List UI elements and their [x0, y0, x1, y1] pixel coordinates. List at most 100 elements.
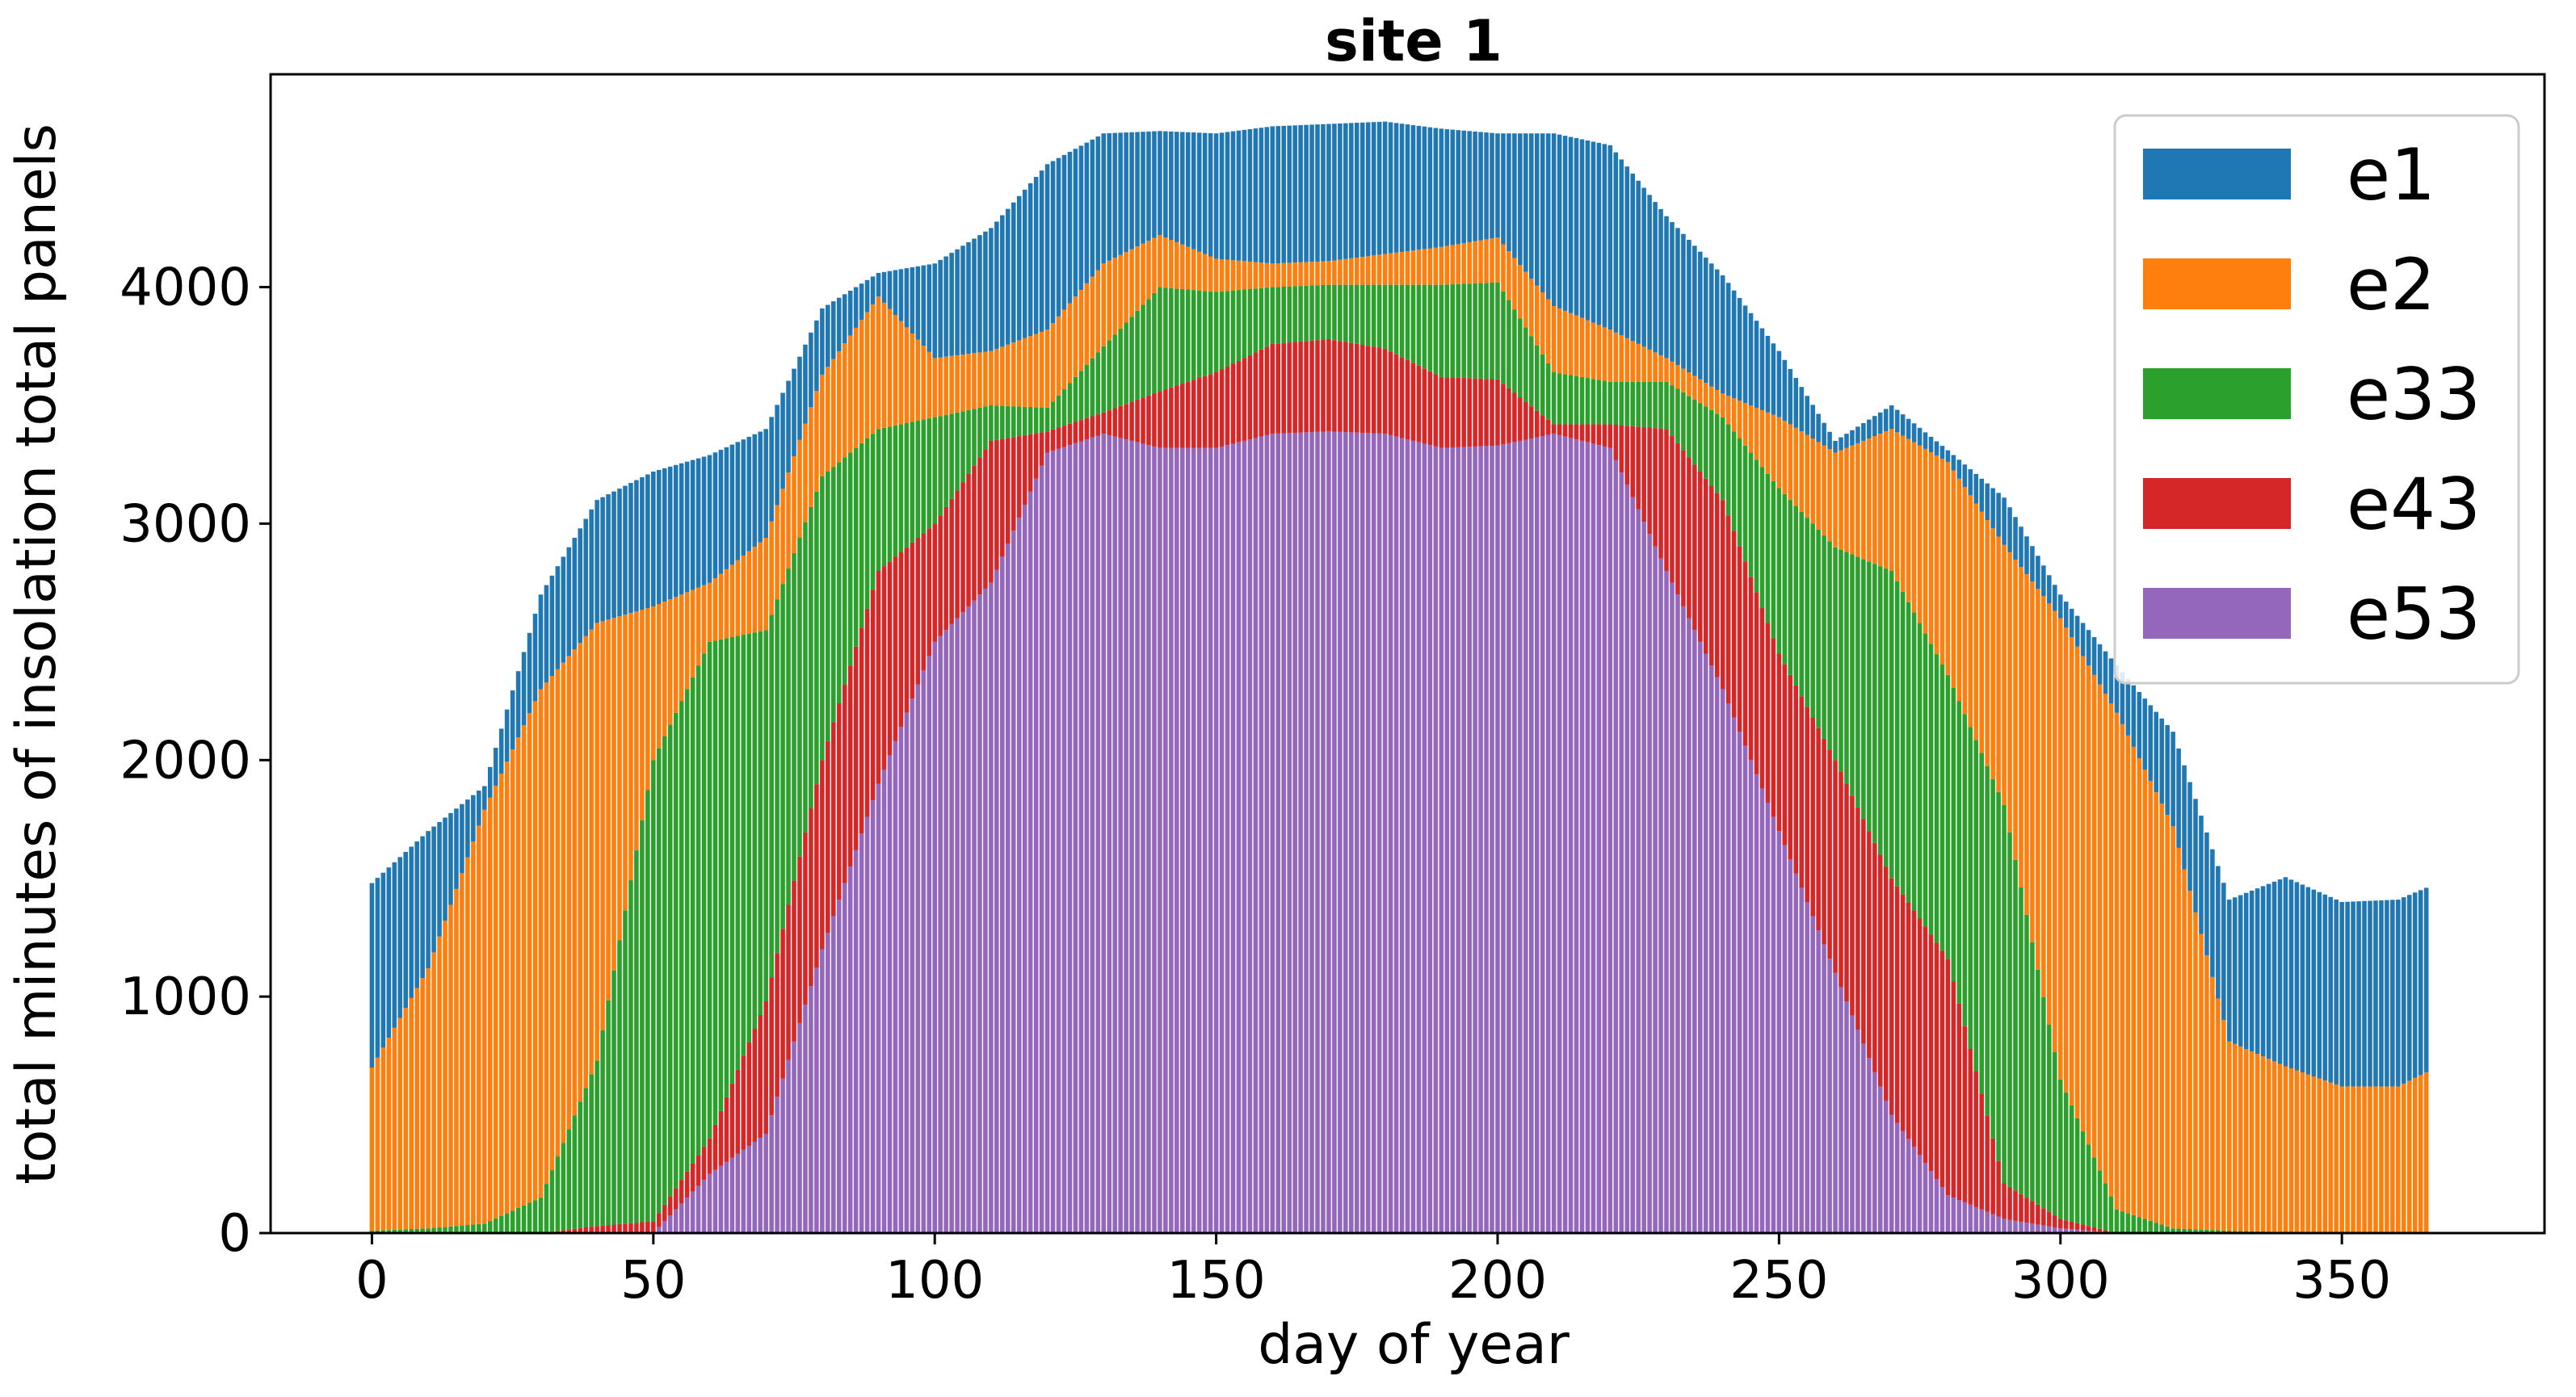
day-bar-group [369, 883, 375, 1233]
bar-e2 [994, 349, 999, 406]
bar-e33 [1376, 284, 1382, 348]
day-bar-group [1393, 123, 1399, 1233]
bar-e33 [1292, 286, 1297, 342]
bar-e33 [724, 638, 729, 1097]
bar-e1 [814, 320, 819, 392]
bar-e2 [2385, 1086, 2389, 1233]
bar-e43 [1512, 392, 1517, 443]
day-bar-group [904, 268, 910, 1233]
bar-e1 [2125, 678, 2131, 736]
day-bar-group [2193, 799, 2198, 1233]
bar-e1 [2013, 517, 2018, 560]
bar-e33 [1562, 374, 1568, 425]
day-bar-group [1867, 419, 1872, 1233]
bar-e43 [2080, 1224, 2086, 1231]
bar-e1 [1309, 124, 1314, 262]
bar-e33 [1456, 283, 1460, 378]
bar-e2 [1439, 246, 1444, 285]
bar-e43 [1687, 457, 1691, 619]
bar-e2 [1737, 401, 1742, 438]
day-bar-group [2232, 897, 2238, 1233]
bar-e2 [1867, 438, 1872, 562]
bar-e33 [1185, 289, 1191, 382]
bar-e33 [538, 1198, 544, 1233]
y-tick-label: 2000 [120, 731, 251, 791]
bar-e33 [2176, 1228, 2181, 1233]
bar-e2 [2277, 1063, 2283, 1232]
x-tick-label: 250 [1729, 1251, 1828, 1311]
bar-e53 [1056, 448, 1061, 1233]
bar-e1 [600, 497, 605, 622]
bar-e43 [1427, 371, 1433, 446]
bar-e43 [2002, 1183, 2007, 1219]
bar-e1 [477, 791, 481, 826]
bar-e33 [1439, 284, 1444, 377]
bar-e1 [1495, 133, 1500, 238]
bar-e2 [729, 564, 735, 637]
bar-e1 [1737, 298, 1742, 401]
bar-e1 [1213, 133, 1219, 259]
bar-e2 [1382, 254, 1388, 285]
bar-e1 [2120, 672, 2125, 724]
bar-e53 [1698, 641, 1703, 1233]
day-bar-group [2013, 517, 2018, 1233]
bar-e43 [2036, 1204, 2040, 1225]
bar-e1 [1782, 359, 1788, 422]
bar-e2 [414, 988, 419, 1229]
bar-e43 [1338, 341, 1343, 432]
day-bar-group [1422, 126, 1427, 1233]
bar-e43 [2047, 1211, 2052, 1227]
bar-e1 [498, 728, 504, 774]
bar-e1 [1073, 149, 1078, 297]
bar-e33 [786, 568, 791, 905]
day-bar-group [1405, 124, 1410, 1233]
bar-e43 [589, 1227, 594, 1233]
bar-e53 [1495, 445, 1500, 1233]
bar-e1 [1033, 177, 1039, 334]
bar-e43 [695, 1155, 701, 1186]
bar-e53 [1253, 438, 1259, 1233]
bar-e1 [949, 253, 954, 356]
bar-e2 [1900, 435, 1906, 592]
bar-e2 [943, 356, 948, 415]
bar-e2 [386, 1038, 392, 1231]
day-bar-group [1259, 128, 1264, 1233]
bar-e33 [915, 421, 921, 538]
bar-e2 [859, 320, 864, 443]
bar-e53 [780, 1078, 785, 1233]
bar-e33 [572, 1115, 578, 1229]
bar-e2 [2057, 618, 2063, 1080]
bar-e53 [1135, 442, 1140, 1233]
bar-e1 [972, 238, 977, 354]
bar-e53 [1129, 440, 1134, 1233]
bar-e2 [1185, 246, 1191, 290]
bar-e53 [1399, 438, 1405, 1233]
bar-e33 [1512, 309, 1517, 393]
bar-e43 [628, 1223, 633, 1233]
bar-e2 [1259, 262, 1264, 288]
bar-e2 [695, 587, 701, 666]
bar-e2 [820, 374, 825, 476]
bar-e2 [1630, 341, 1635, 382]
bar-e43 [1185, 381, 1191, 448]
bar-e53 [1450, 447, 1456, 1233]
bar-e2 [1219, 259, 1225, 292]
bar-e43 [1810, 717, 1815, 917]
bar-e2 [493, 785, 498, 1219]
bar-e43 [1022, 434, 1027, 505]
bar-e33 [1708, 409, 1714, 486]
bar-e2 [1061, 309, 1067, 390]
bar-e1 [437, 822, 442, 937]
bar-e43 [1456, 377, 1460, 447]
bar-e1 [1422, 126, 1427, 250]
bar-e33 [1067, 383, 1073, 424]
bar-e2 [426, 968, 431, 1229]
bar-e1 [977, 235, 982, 353]
bar-e53 [1568, 438, 1574, 1233]
bar-e33 [932, 417, 937, 524]
day-bar-group [2221, 883, 2226, 1233]
bar-e1 [769, 417, 774, 522]
bar-e53 [1309, 432, 1314, 1233]
bar-e2 [2260, 1056, 2266, 1231]
day-bar-group [1917, 427, 1923, 1233]
